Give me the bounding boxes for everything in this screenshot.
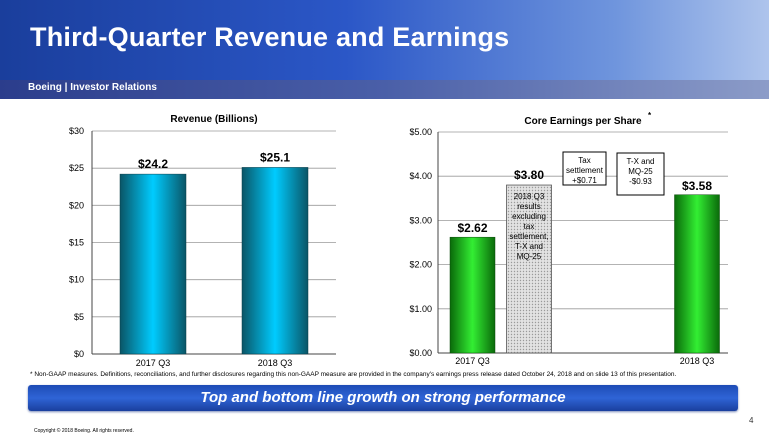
slide-title: Third-Quarter Revenue and Earnings — [30, 22, 510, 52]
rev-bar — [119, 173, 187, 355]
eps-adjusted-text: 2018 Q3 results excluding tax settlement, T-X… — [509, 192, 548, 261]
eps-title-marker: * — [648, 111, 652, 120]
eps-adjusted-bar — [506, 184, 552, 354]
eps-data-label: $3.58 — [682, 179, 712, 193]
eps-xtick-label: 2018 Q3 — [680, 356, 715, 366]
eps-ytick-label: $5.00 — [409, 127, 432, 137]
rev-ytick-label: $30 — [69, 126, 84, 136]
investor-relations-label: Boeing | Investor Relations — [28, 82, 157, 93]
rev-chart-title: Revenue (Billions) — [170, 114, 257, 125]
eps-xtick-label: 2017 Q3 — [455, 356, 490, 366]
rev-ytick-label: $10 — [69, 275, 84, 285]
eps-ytick-label: $0.00 — [409, 348, 432, 358]
footnote: * Non-GAAP measures. Definitions, reconc… — [30, 371, 677, 378]
eps-callout-text: Tax settlement +$0.71 — [566, 156, 604, 185]
rev-data-label: $25.1 — [260, 150, 290, 164]
rev-ytick-label: $5 — [74, 312, 84, 322]
eps-data-label: $2.62 — [457, 221, 487, 235]
eps-ytick-label: $4.00 — [409, 171, 432, 181]
revenue-chart: $0 $5 $10 $15 $20 $25 $30 Revenue (Billions) $24… — [69, 114, 336, 368]
takeaway-banner: Top and bottom line growth on strong per… — [28, 385, 738, 411]
rev-ytick-label: $20 — [69, 200, 84, 210]
eps-callout-box — [616, 152, 665, 196]
rev-xtick-label: 2017 Q3 — [136, 358, 171, 368]
rev-xtick-label: 2018 Q3 — [258, 358, 293, 368]
rev-bar — [241, 167, 309, 355]
eps-bar — [449, 236, 496, 354]
eps-ytick-label: $1.00 — [409, 304, 432, 314]
eps-callout-box — [562, 151, 607, 186]
rev-ytick-label: $25 — [69, 163, 84, 173]
eps-chart: $0.00 $1.00 $2.00 $3.00 $4.00 $5.00 Core Earni… — [409, 111, 728, 366]
eps-ytick-label: $3.00 — [409, 215, 432, 225]
subheader-bar: Boeing | Investor Relations — [0, 80, 769, 99]
header-band: Third-Quarter Revenue and Earnings — [0, 0, 769, 80]
rev-ytick-label: $0 — [74, 349, 84, 359]
copyright: Copyright © 2018 Boeing. All rights rese… — [34, 428, 134, 434]
eps-adjusted-label: $3.80 — [514, 168, 544, 182]
rev-data-label: $24.2 — [138, 157, 168, 171]
eps-ytick-label: $2.00 — [409, 260, 432, 270]
eps-chart-title: Core Earnings per Share — [524, 116, 642, 127]
eps-callout-text: T-X and MQ-25 -$0.93 — [626, 157, 654, 186]
eps-bar — [674, 194, 720, 354]
rev-ytick-label: $15 — [69, 238, 84, 248]
page-number: 4 — [749, 416, 754, 425]
